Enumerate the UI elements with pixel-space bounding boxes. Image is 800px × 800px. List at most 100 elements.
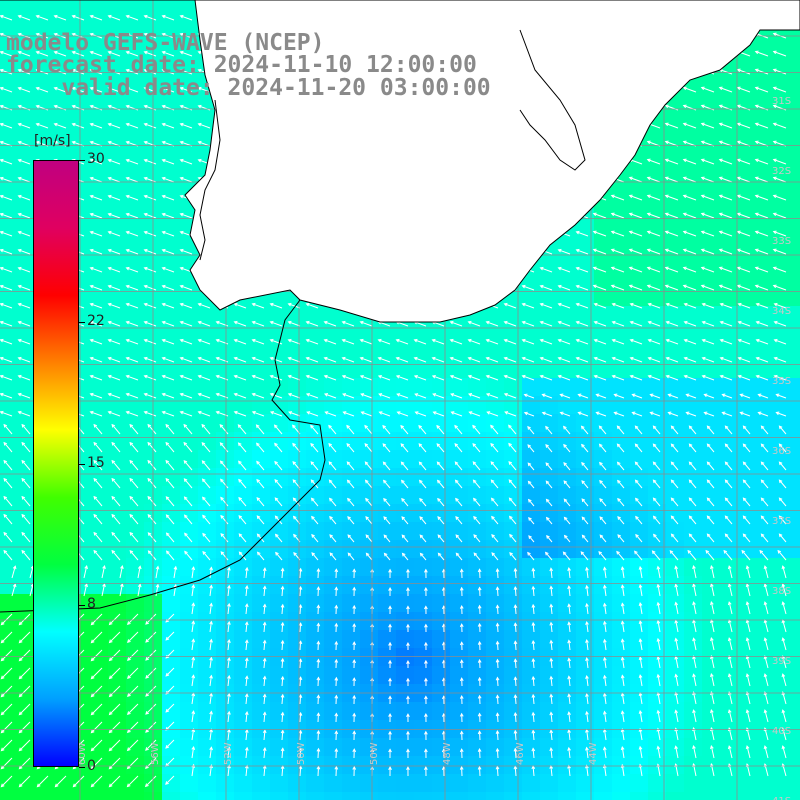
wind-arrow: [107, 320, 121, 327]
field-cell: [684, 270, 703, 289]
wind-arrow: [531, 621, 536, 633]
field-cell: [630, 306, 649, 325]
wind-arrow: [503, 302, 517, 309]
wind-arrow: [638, 727, 643, 741]
field-cell: [306, 432, 325, 451]
wind-arrow: [129, 441, 139, 453]
wind-arrow: [760, 515, 769, 525]
field-cell: [792, 756, 800, 775]
field-cell: [396, 738, 415, 757]
field-cell: [558, 306, 577, 325]
wind-arrow: [739, 393, 751, 399]
wind-arrow: [531, 585, 536, 597]
field-cell: [360, 774, 379, 793]
field-cell: [18, 630, 37, 649]
wind-arrow: [17, 266, 31, 273]
wind-arrow: [611, 320, 625, 327]
field-cell: [792, 270, 800, 289]
wind-arrow: [352, 765, 357, 777]
field-cell: [18, 432, 37, 451]
wind-arrow: [0, 320, 13, 327]
field-cell: [792, 360, 800, 379]
field-cell: [180, 288, 199, 307]
wind-arrow: [165, 459, 175, 471]
field-cell: [504, 432, 523, 451]
wind-arrow: [473, 552, 481, 561]
wind-arrow: [495, 676, 500, 687]
field-cell: [90, 432, 109, 451]
field-cell: [756, 504, 775, 523]
wind-arrow: [119, 564, 124, 579]
field-cell: [756, 72, 775, 91]
wind-arrow: [424, 623, 428, 633]
field-cell: [648, 144, 667, 163]
wind-arrow: [613, 393, 625, 399]
wind-arrow: [388, 623, 392, 633]
wind-arrow: [179, 338, 193, 345]
wind-arrow: [161, 50, 175, 57]
field-cell: [558, 558, 577, 577]
field-cell: [558, 576, 577, 595]
field-cell: [630, 234, 649, 253]
wind-arrow: [251, 356, 265, 363]
field-cell: [126, 378, 145, 397]
field-cell: [108, 540, 127, 559]
field-cell: [396, 630, 415, 649]
wind-arrow: [754, 248, 769, 255]
field-cell: [792, 486, 800, 505]
wind-arrow: [111, 441, 121, 453]
field-cell: [108, 324, 127, 343]
wind-arrow: [763, 583, 769, 597]
wind-arrow: [477, 658, 482, 669]
field-cell: [90, 90, 109, 109]
wind-arrow: [323, 356, 337, 363]
field-cell: [504, 450, 523, 469]
field-cell: [108, 252, 127, 271]
field-cell: [558, 738, 577, 757]
wind-arrow: [459, 748, 464, 759]
wind-arrow: [674, 709, 679, 723]
wind-arrow: [262, 621, 267, 633]
field-cell: [252, 576, 271, 595]
wind-arrow: [311, 533, 319, 543]
field-cell: [756, 234, 775, 253]
wind-arrow: [233, 302, 247, 309]
field-cell: [180, 54, 199, 73]
wind-arrow: [638, 565, 643, 579]
field-cell: [612, 342, 631, 361]
wind-arrow: [161, 374, 175, 381]
wind-arrow: [472, 424, 481, 435]
wind-arrow: [274, 497, 283, 507]
field-cell: [108, 270, 127, 289]
wind-arrow: [126, 703, 139, 716]
field-cell: [792, 612, 800, 631]
wind-arrow: [35, 68, 49, 75]
wind-arrow: [107, 122, 121, 129]
field-cell: [288, 522, 307, 541]
field-cell: [738, 324, 757, 343]
field-cell: [288, 468, 307, 487]
wind-arrow: [432, 393, 445, 399]
title-forecast-date: forecast date: 2024-11-10 12:00:00: [6, 52, 477, 78]
field-cell: [684, 504, 703, 523]
field-cell: [216, 738, 235, 757]
wind-arrow: [155, 583, 160, 597]
wind-arrow: [352, 568, 357, 579]
field-cell: [594, 270, 613, 289]
field-cell: [108, 486, 127, 505]
wind-arrow: [89, 248, 103, 255]
wind-arrow: [233, 356, 247, 363]
wind-arrow: [0, 158, 13, 165]
wind-arrow: [575, 284, 589, 291]
field-cell: [612, 216, 631, 235]
field-cell: [486, 414, 505, 433]
field-cell: [720, 108, 739, 127]
field-cell: [378, 540, 397, 559]
wind-arrow: [737, 356, 751, 363]
field-cell: [126, 450, 145, 469]
field-cell: [90, 324, 109, 343]
wind-arrow: [485, 338, 499, 345]
field-cell: [378, 342, 397, 361]
field-cell: [198, 486, 217, 505]
wind-arrow: [577, 411, 589, 417]
